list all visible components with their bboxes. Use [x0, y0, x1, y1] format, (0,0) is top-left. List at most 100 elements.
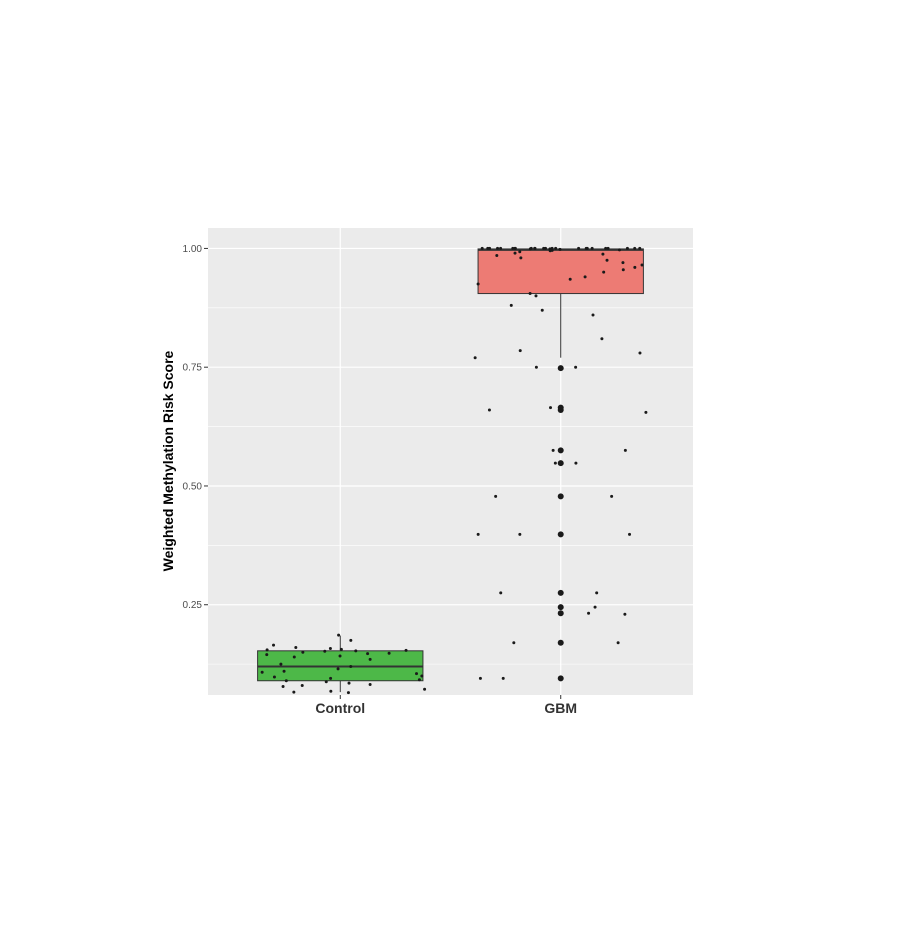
control-data-point — [354, 649, 358, 653]
control-data-point — [404, 648, 408, 652]
gbm-data-point — [616, 641, 620, 645]
gbm-data-point — [518, 532, 522, 536]
gbm-data-point — [554, 246, 558, 250]
gbm-data-point — [623, 448, 627, 452]
control-data-point — [415, 672, 419, 676]
gbm-data-point — [499, 246, 503, 250]
control-data-point — [272, 675, 276, 679]
gbm-data-point — [638, 351, 642, 355]
gbm-data-point — [512, 641, 516, 645]
control-data-point — [281, 684, 285, 688]
control-data-point — [336, 667, 340, 671]
gbm-data-point — [513, 251, 517, 255]
gbm-data-point — [610, 494, 614, 498]
gbm-data-point — [476, 532, 480, 536]
x-tick-label: GBM — [544, 700, 577, 716]
gbm-outlier-point — [557, 610, 564, 617]
gbm-data-point — [621, 268, 625, 272]
y-tick-label: 0.75 — [183, 363, 203, 374]
gbm-data-point — [583, 275, 587, 279]
control-data-point — [272, 643, 276, 647]
y-axis: 0.25 0.50 0.75 1.00 — [183, 244, 208, 611]
control-data-point — [301, 650, 305, 654]
control-data-point — [337, 633, 341, 637]
gbm-outlier-point — [557, 604, 564, 611]
gbm-data-point — [617, 248, 621, 252]
gbm-data-point — [540, 308, 544, 312]
gbm-data-point — [640, 263, 644, 267]
control-data-point — [387, 651, 391, 655]
gbm-data-point — [568, 277, 572, 281]
gbm-outlier-point — [557, 365, 564, 372]
plot-panel — [208, 228, 693, 695]
gbm-data-point — [528, 292, 532, 296]
gbm-data-point — [633, 246, 637, 250]
control-data-point — [366, 652, 370, 656]
y-tick-label: 0.25 — [183, 600, 203, 611]
gbm-data-point — [601, 252, 605, 256]
gbm-outlier-point — [557, 447, 564, 454]
gbm-data-point — [543, 246, 547, 250]
gbm-outlier-point — [557, 406, 564, 413]
gbm-data-point — [534, 294, 538, 298]
control-data-point — [328, 646, 332, 650]
control-data-point — [417, 678, 421, 682]
gbm-data-point — [621, 261, 625, 265]
control-data-point — [339, 647, 343, 651]
control-data-point — [329, 689, 333, 693]
control-data-point — [329, 676, 333, 680]
gbm-data-point — [496, 246, 500, 250]
major-grid-lines — [208, 228, 693, 695]
y-tick-label: 0.50 — [183, 481, 203, 492]
gbm-data-point — [638, 246, 642, 250]
gbm-outlier-point — [557, 460, 564, 467]
control-data-point — [420, 674, 424, 678]
gbm-data-point — [487, 408, 491, 412]
control-data-point — [324, 680, 328, 684]
control-data-point — [292, 690, 296, 694]
control-data-point — [323, 649, 327, 653]
gbm-outlier-point — [557, 639, 564, 646]
gbm-data-point — [590, 246, 594, 250]
gbm-data-point — [574, 461, 578, 465]
gbm-data-point — [595, 591, 599, 595]
gbm-data-point — [476, 282, 480, 286]
gbm-data-point — [633, 265, 637, 269]
gbm-outlier-point — [557, 493, 564, 500]
gbm-data-point — [605, 258, 609, 262]
gbm-data-point — [587, 611, 591, 615]
control-data-point — [349, 664, 353, 668]
gbm-data-point — [513, 246, 517, 250]
gbm-data-point — [473, 356, 477, 360]
gbm-data-point — [501, 676, 505, 680]
y-tick-label: 1.00 — [183, 244, 203, 255]
minor-grid-lines — [208, 307, 693, 665]
gbm-data-point — [604, 246, 608, 250]
gbm-data-point — [600, 337, 604, 341]
y-axis-title: Weighted Methylation Risk Score — [160, 350, 176, 571]
gbm-data-point — [628, 532, 632, 536]
x-tick-label: Control — [315, 700, 365, 716]
gbm-outlier-point — [557, 589, 564, 596]
gbm-data-point — [558, 247, 562, 251]
control-data-point — [300, 683, 304, 687]
gbm-data-point — [518, 250, 522, 254]
gbm-outlier-point — [557, 531, 564, 538]
gbm-data-point — [584, 246, 588, 250]
gbm-data-point — [551, 448, 555, 452]
control-data-point — [265, 653, 269, 657]
gbm-data-point — [644, 410, 648, 414]
gbm-data-point — [602, 270, 606, 274]
gbm-data-point — [528, 247, 532, 251]
control-data-point — [284, 679, 288, 683]
control-data-point — [346, 691, 350, 695]
gbm-data-point — [549, 406, 553, 410]
points-layer — [260, 246, 648, 695]
gbm-data-point — [548, 249, 552, 253]
control-data-point — [347, 681, 351, 685]
control-data-point — [260, 670, 264, 674]
control-data-point — [292, 655, 296, 659]
control-data-point — [338, 654, 342, 658]
gbm-data-point — [518, 349, 522, 353]
